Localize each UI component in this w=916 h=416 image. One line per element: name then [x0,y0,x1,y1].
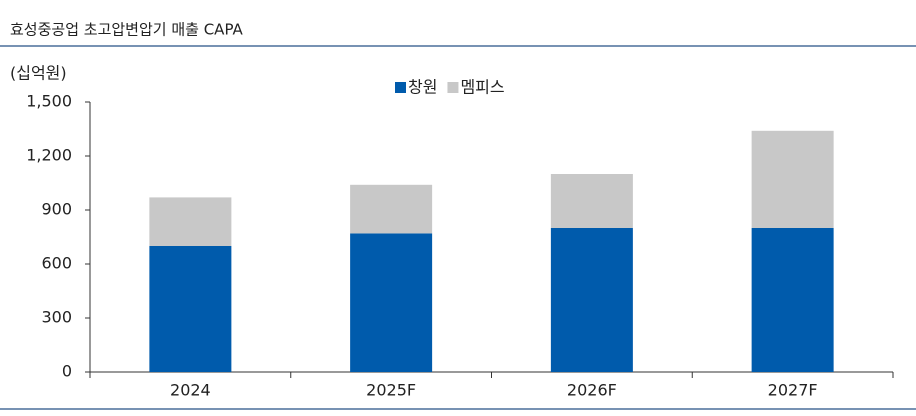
x-tick-label: 2027F [768,381,818,400]
bar [751,130,834,228]
chart-title: 효성중공업 초고압변압기 매출 CAPA [10,21,244,39]
y-tick-label: 900 [41,200,72,219]
y-tick-label: 300 [41,308,72,327]
y-axis-unit: (십억원) [10,64,67,83]
bar [149,246,232,372]
bar [550,174,633,228]
bar [350,184,433,234]
bar [149,197,232,246]
x-tick-label: 2025F [366,381,416,400]
bar [751,228,834,372]
bar [550,228,633,372]
legend-swatch [447,82,459,93]
y-tick-label: 600 [41,254,72,273]
legend-swatch [395,82,406,93]
y-tick-label: 0 [62,362,72,381]
legend-label: 창원 [408,78,437,97]
bar [350,233,433,372]
y-tick-label: 1,500 [26,92,72,111]
x-tick-label: 2024 [170,381,211,400]
legend-label: 멤피스 [460,78,504,97]
y-tick-label: 1,200 [26,146,72,165]
x-tick-label: 2026F [567,381,617,400]
